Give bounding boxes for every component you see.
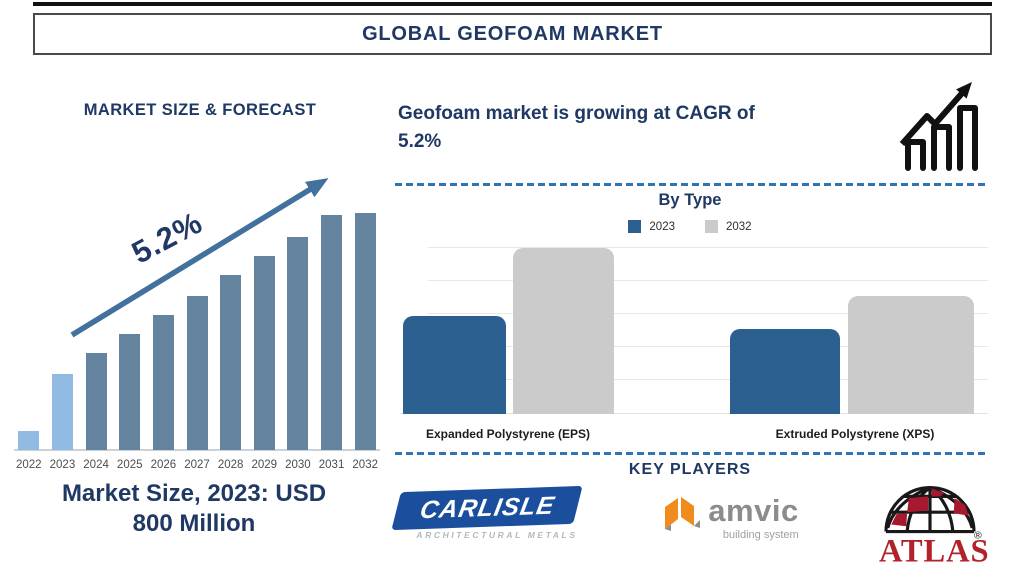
- carlisle-logo: CARLISLE ARCHITECTURAL METALS: [392, 486, 590, 540]
- bar-chart-rising-arrow-icon: [899, 81, 978, 171]
- x-axis-label-2027: 2027: [184, 459, 210, 471]
- bytype-bar-2023-xps: [730, 329, 840, 414]
- market-size-chart: 2022 2023 2024 2025 2026 2027 2028 2029 2030 2031…: [14, 170, 380, 472]
- x-axis-label-2023: 2023: [49, 459, 76, 471]
- gridline: [428, 346, 988, 347]
- x-axis-label-2026: 2026: [150, 459, 177, 471]
- carlisle-wordmark: CARLISLE: [417, 491, 557, 524]
- x-axis-label-2029: 2029: [251, 459, 278, 471]
- amvic-wordmark: amvic: [708, 493, 799, 528]
- by-type-legend: 2023 2032: [395, 220, 985, 233]
- forecast-bar-2032: [354, 213, 376, 450]
- forecast-column: 2024: [83, 170, 109, 472]
- title-box: GLOBAL GEOFOAM MARKET: [33, 13, 992, 55]
- forecast-bar-2028: [220, 275, 242, 450]
- by-type-plot: [400, 247, 988, 414]
- legend-item-2023: 2023: [628, 220, 675, 233]
- forecast-bar-2027: [186, 296, 208, 450]
- x-axis-label-2028: 2028: [217, 459, 244, 471]
- carlisle-wordmark-band: CARLISLE: [392, 486, 582, 530]
- x-axis-line: [14, 449, 380, 451]
- gridline: [428, 379, 988, 380]
- forecast-column: 2028: [217, 170, 244, 472]
- bytype-bar-2032-eps: [513, 248, 614, 414]
- atlas-registered-mark: ®: [974, 530, 982, 542]
- amvic-tagline: building system: [722, 529, 799, 541]
- x-axis-label-2025: 2025: [116, 459, 143, 471]
- carlisle-tagline: ARCHITECTURAL METALS: [416, 530, 578, 540]
- x-axis-label-2032: 2032: [352, 459, 378, 471]
- gridline: [428, 313, 988, 314]
- caption-line1: Market Size, 2023: USD: [61, 480, 327, 507]
- forecast-bar-2031: [321, 215, 343, 450]
- atlas-globe-icon: ATLAS ®: [879, 485, 990, 569]
- forecast-bar-2022: [18, 431, 40, 450]
- forecast-column: 2022: [16, 170, 42, 472]
- key-players-heading: KEY PLAYERS: [628, 461, 752, 478]
- forecast-bar-2026: [152, 315, 174, 450]
- forecast-bar-2030: [287, 237, 309, 450]
- market-size-chart-columns: 2022 2023 2024 2025 2026 2027 2028 2029 2030 2031…: [16, 170, 378, 472]
- amvic-logo: amvic building system: [661, 495, 799, 541]
- forecast-column: 2029: [251, 170, 277, 472]
- market-size-heading: MARKET SIZE & FORECAST: [83, 101, 317, 119]
- forecast-column: 2027: [184, 170, 210, 472]
- dashed-divider-bottom: [395, 452, 985, 455]
- bytype-bar-2032-xps: [848, 296, 974, 414]
- dashed-divider-top: [395, 183, 985, 186]
- key-players-logos: CARLISLE ARCHITECTURAL METALS amvic buil…: [392, 477, 990, 570]
- gridline: [428, 247, 988, 248]
- x-axis-label-2024: 2024: [83, 459, 109, 471]
- gridline: [428, 280, 988, 281]
- atlas-wordmark: ATLAS: [879, 533, 990, 565]
- forecast-bar-2025: [119, 334, 141, 450]
- category-label-eps: Expanded Polystyrene (EPS): [425, 427, 591, 441]
- amvic-mark-icon: [665, 497, 701, 531]
- legend-label-2023: 2023: [649, 220, 675, 233]
- by-type-heading: By Type: [658, 191, 722, 209]
- forecast-column: 2023: [49, 170, 76, 472]
- growth-statement: Geofoam market is growing at CAGR of 5.2…: [398, 100, 868, 155]
- x-axis-label-2030: 2030: [285, 459, 311, 471]
- forecast-column: 2032: [352, 170, 378, 472]
- forecast-column: 2030: [285, 170, 311, 472]
- forecast-column: 2025: [117, 170, 143, 472]
- forecast-column: 2026: [150, 170, 177, 472]
- legend-label-2032: 2032: [726, 220, 752, 233]
- top-rule: [33, 2, 992, 6]
- legend-item-2032: 2032: [705, 220, 752, 233]
- x-axis-label-2022: 2022: [16, 459, 42, 471]
- growth-statement-line1: Geofoam market is growing at CAGR of: [398, 103, 755, 124]
- page-title: GLOBAL GEOFOAM MARKET: [362, 22, 663, 45]
- atlas-logo: ATLAS ®: [870, 477, 990, 570]
- forecast-bar-2029: [253, 256, 275, 450]
- market-size-caption: Market Size, 2023: USD 800 Million: [8, 479, 380, 540]
- growth-statement-line2: 5.2%: [398, 130, 442, 152]
- forecast-bar-2024: [85, 353, 107, 450]
- bytype-bar-2023-eps: [403, 316, 506, 414]
- forecast-bar-2023: [51, 374, 73, 450]
- legend-swatch-2032: [705, 220, 718, 233]
- amvic-text: amvic building system: [708, 495, 798, 541]
- legend-swatch-2023: [628, 220, 642, 233]
- plot-baseline: [400, 413, 988, 414]
- x-axis-label-2031: 2031: [318, 459, 345, 471]
- caption-line2: 800 Million: [132, 510, 256, 538]
- growth-arrow: [70, 178, 329, 338]
- forecast-column: 2031: [318, 170, 345, 472]
- category-label-xps: Extruded Polystyrene (XPS): [775, 427, 935, 441]
